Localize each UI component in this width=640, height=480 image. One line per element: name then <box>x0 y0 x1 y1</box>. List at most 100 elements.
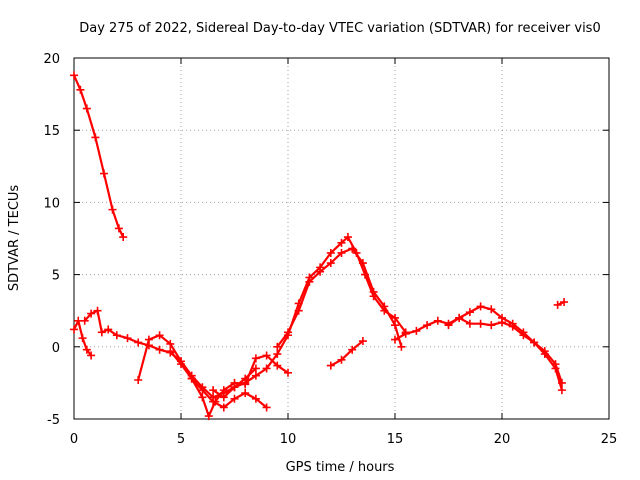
data-point <box>530 338 539 347</box>
data-point <box>251 364 260 373</box>
series-arc-2 <box>70 316 96 360</box>
data-point <box>198 386 207 395</box>
data-point <box>551 360 560 369</box>
data-point <box>70 71 78 80</box>
data-point <box>70 325 78 334</box>
data-point <box>76 85 85 94</box>
data-point <box>134 376 143 385</box>
data-point <box>412 326 421 335</box>
y-tick-label: 20 <box>43 52 60 67</box>
y-tick-label: 5 <box>52 269 60 284</box>
data-point <box>241 378 250 387</box>
data-point <box>209 386 218 395</box>
x-axis-label: GPS time / hours <box>286 460 395 475</box>
data-point <box>273 361 282 370</box>
data-point <box>369 287 378 296</box>
data-point <box>104 325 113 334</box>
x-tick-label: 0 <box>70 432 78 447</box>
data-point <box>433 316 442 325</box>
data-point <box>557 378 566 387</box>
y-tick-label: 10 <box>43 196 60 211</box>
data-point <box>251 394 260 403</box>
data-point <box>123 334 132 343</box>
x-tick-label: 15 <box>387 432 404 447</box>
tick-labels: 0 5 10 15 20 25 -5 0 5 10 15 20 <box>43 52 617 447</box>
data-point <box>337 248 346 257</box>
data-point <box>326 361 335 370</box>
data-series <box>70 71 569 421</box>
x-tick-label: 10 <box>280 432 297 447</box>
data-point <box>337 238 346 247</box>
series-arc-11 <box>553 298 569 309</box>
data-point <box>560 298 569 307</box>
data-point <box>519 331 528 340</box>
data-point <box>82 345 91 354</box>
data-point <box>134 338 143 347</box>
data-point <box>465 308 474 317</box>
series-line <box>72 74 125 239</box>
data-point <box>87 309 96 318</box>
data-point <box>78 334 87 343</box>
y-tick-label: 15 <box>43 124 60 139</box>
y-tick-label: -5 <box>47 413 60 428</box>
data-point <box>487 305 496 314</box>
data-point <box>99 169 108 178</box>
data-point <box>553 300 562 309</box>
x-tick-label: 20 <box>494 432 511 447</box>
data-point <box>540 347 549 356</box>
data-point <box>391 335 399 344</box>
x-tick-label: 25 <box>601 432 618 447</box>
data-point <box>219 386 228 395</box>
data-point <box>397 342 406 351</box>
data-point <box>219 403 228 412</box>
data-point <box>219 393 228 402</box>
grid <box>74 58 609 419</box>
data-point <box>316 267 325 276</box>
data-point <box>155 331 164 340</box>
x-tick-label: 5 <box>177 432 185 447</box>
data-point <box>108 205 117 214</box>
data-point <box>455 313 464 322</box>
data-point <box>476 319 485 328</box>
data-point <box>380 302 389 311</box>
data-point <box>87 351 96 360</box>
data-point <box>93 306 102 315</box>
data-point <box>112 331 121 340</box>
series-line <box>393 305 563 392</box>
data-point <box>262 364 271 373</box>
data-point <box>401 329 410 338</box>
data-point <box>391 313 399 322</box>
data-point <box>305 277 314 286</box>
data-point <box>476 302 485 311</box>
data-point <box>326 248 335 257</box>
series-line <box>329 339 364 367</box>
data-point <box>294 306 303 315</box>
data-point <box>262 351 271 360</box>
data-point <box>119 233 128 242</box>
data-point <box>204 412 213 421</box>
data-point <box>82 104 91 113</box>
series-line <box>276 247 403 348</box>
data-point <box>166 347 175 356</box>
data-point <box>508 322 517 331</box>
series-arc-8 <box>326 337 367 370</box>
data-point <box>80 316 89 325</box>
data-point <box>487 321 496 330</box>
series-arc-10 <box>444 313 566 387</box>
data-point <box>155 345 164 354</box>
data-point <box>241 389 250 398</box>
data-point <box>326 259 335 268</box>
data-point <box>177 360 185 369</box>
data-point <box>262 403 271 412</box>
data-point <box>198 393 207 402</box>
series-line <box>212 236 407 399</box>
data-point <box>498 318 506 327</box>
series-line <box>447 316 563 384</box>
data-point <box>251 371 260 380</box>
data-point <box>444 321 453 330</box>
y-tick-label: 0 <box>52 341 60 356</box>
series-line <box>169 350 290 418</box>
data-point <box>557 386 566 395</box>
data-point <box>114 224 123 233</box>
